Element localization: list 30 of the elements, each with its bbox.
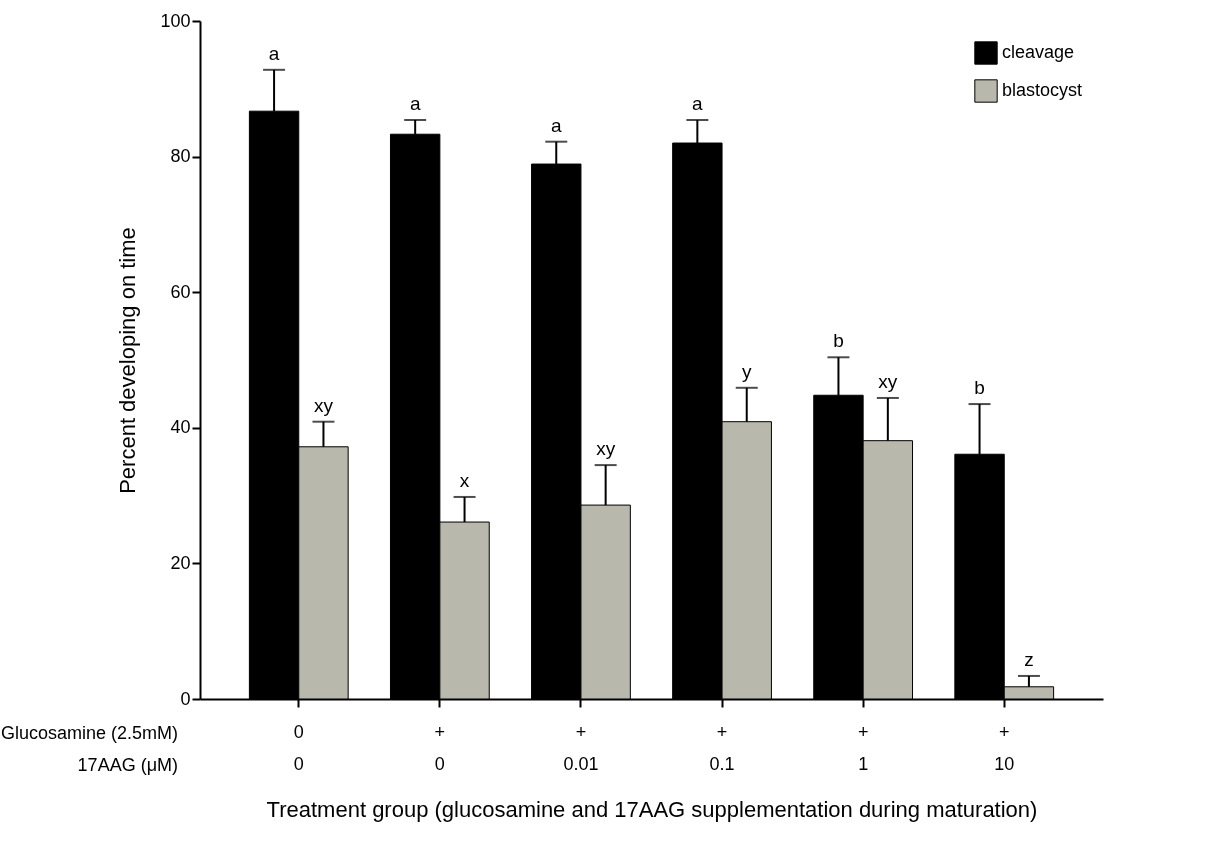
data-label: a	[550, 114, 562, 136]
data-label: xy	[878, 370, 898, 392]
text: 17AAG (μM)	[77, 755, 178, 775]
y-axis-title: Percent developing on time	[115, 227, 141, 494]
legend-label: cleavage	[1002, 42, 1075, 62]
data-label: b	[974, 377, 985, 399]
x-tick-label: + 0.01	[563, 721, 599, 774]
x-tick-label: + 1	[857, 721, 869, 774]
y-tick-label: 60	[170, 281, 191, 302]
data-label: xy	[313, 394, 334, 416]
y-tick-label: 0	[180, 688, 191, 709]
data-label: y	[741, 360, 752, 382]
y-tick-label: 40	[170, 417, 191, 438]
x-tick-label: + 0	[434, 721, 446, 774]
y-tick-label: 20	[170, 552, 191, 573]
x-tick-label: 0 0	[293, 721, 304, 774]
data-label: b	[833, 330, 844, 352]
data-label: a	[409, 92, 421, 114]
x-tick-label: + 10	[994, 721, 1015, 774]
x-tick-label: + 0.1	[709, 721, 735, 774]
x-axis-title: Treatment group (glucosamine and 17AAG supplementation during maturation)	[266, 796, 1038, 822]
data-label: x	[459, 469, 470, 491]
data-label: xy	[596, 438, 616, 460]
y-tick-label: 80	[170, 146, 191, 167]
y-tick-label: 100	[160, 10, 191, 31]
data-label: z	[1024, 648, 1034, 670]
text: Glucosamine (2.5mM)	[0, 723, 178, 743]
data-label: a	[268, 42, 280, 64]
legend-label: blastocyst	[1002, 80, 1083, 100]
data-label: a	[692, 92, 704, 114]
